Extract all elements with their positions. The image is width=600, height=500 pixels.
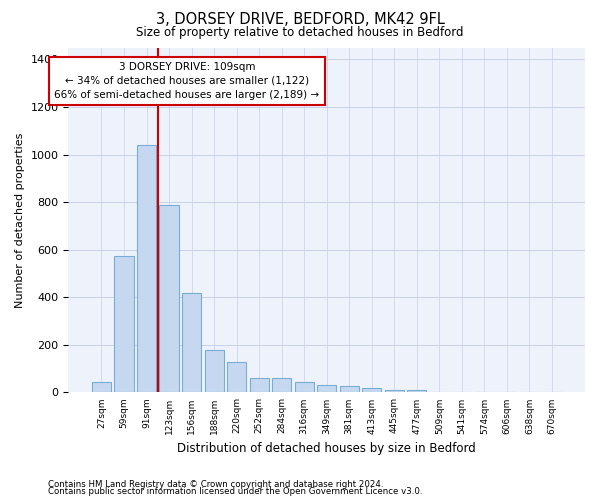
Text: Contains HM Land Registry data © Crown copyright and database right 2024.: Contains HM Land Registry data © Crown c… bbox=[48, 480, 383, 489]
Bar bbox=[362, 388, 382, 392]
Bar bbox=[227, 362, 246, 392]
Bar bbox=[385, 390, 404, 392]
Bar bbox=[92, 382, 111, 392]
Bar bbox=[272, 378, 291, 392]
Text: Contains public sector information licensed under the Open Government Licence v3: Contains public sector information licen… bbox=[48, 488, 422, 496]
Text: 3, DORSEY DRIVE, BEDFORD, MK42 9FL: 3, DORSEY DRIVE, BEDFORD, MK42 9FL bbox=[155, 12, 445, 28]
X-axis label: Distribution of detached houses by size in Bedford: Distribution of detached houses by size … bbox=[178, 442, 476, 455]
Bar bbox=[160, 204, 179, 392]
Bar bbox=[205, 350, 224, 393]
Bar bbox=[407, 390, 427, 392]
Text: 3 DORSEY DRIVE: 109sqm
← 34% of detached houses are smaller (1,122)
66% of semi-: 3 DORSEY DRIVE: 109sqm ← 34% of detached… bbox=[55, 62, 320, 100]
Bar bbox=[250, 378, 269, 392]
Bar bbox=[115, 256, 134, 392]
Bar bbox=[295, 382, 314, 392]
Bar bbox=[317, 386, 336, 392]
Bar bbox=[182, 292, 201, 392]
Text: Size of property relative to detached houses in Bedford: Size of property relative to detached ho… bbox=[136, 26, 464, 39]
Y-axis label: Number of detached properties: Number of detached properties bbox=[15, 132, 25, 308]
Bar bbox=[340, 386, 359, 392]
Bar bbox=[137, 145, 156, 392]
